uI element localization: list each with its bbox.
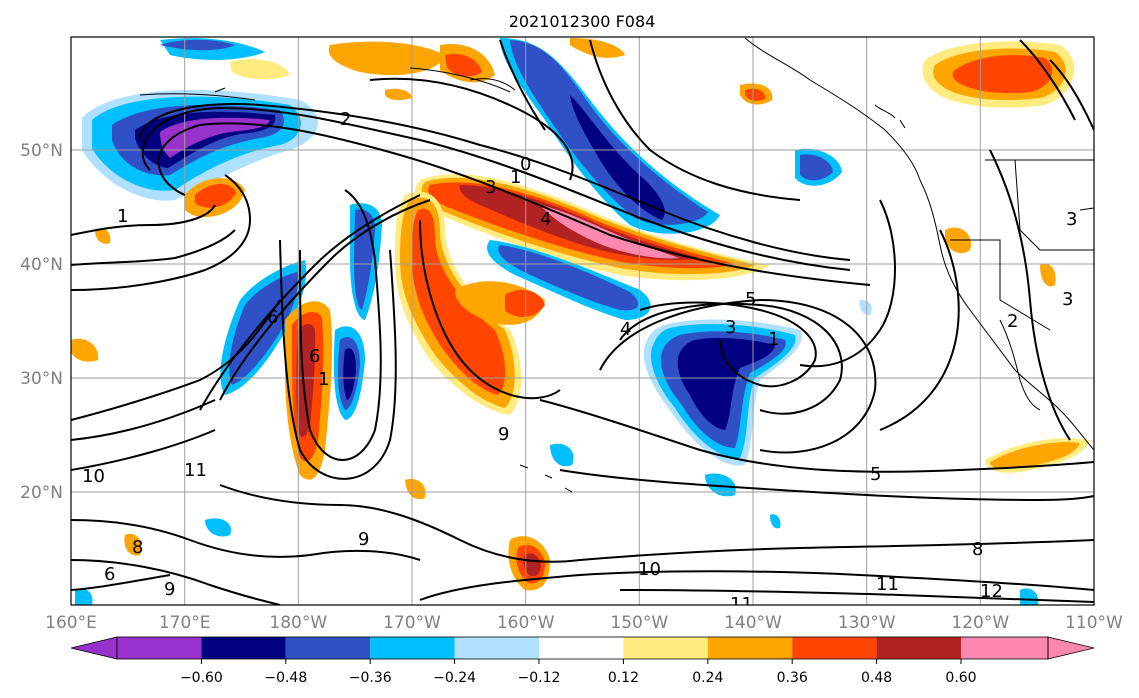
contour-label: 4 [540, 209, 551, 230]
contour-label: 1 [318, 369, 329, 390]
lon-tick-label: 150°W [610, 613, 668, 633]
colorbar-tick-label: −0.48 [264, 670, 307, 686]
contour-label: 3 [725, 317, 736, 338]
lon-axis: 160°E 170°E 180°W 170°W 160°W 150°W 140°… [45, 613, 1123, 633]
colorbar-segment [876, 637, 961, 659]
colorbar-segment [370, 637, 455, 659]
colorbar-segment [201, 637, 286, 659]
contour-lines [71, 39, 1094, 605]
contour-label: 12 [980, 581, 1003, 602]
colorbar-tick-label: 0.36 [777, 670, 808, 686]
colorbar-frame [116, 636, 1049, 660]
map-title: 2021012300 F084 [509, 12, 656, 31]
colorbar-segment [117, 637, 202, 659]
contour-label: 1 [117, 206, 128, 227]
colorbar-tick-label: 0.24 [692, 670, 723, 686]
lat-tick-label: 30°N [20, 369, 63, 389]
contour-label: 8 [972, 539, 983, 560]
lon-tick-label: 160°W [497, 613, 555, 633]
colorbar-segment [539, 637, 624, 659]
map-panel: 2 1 0 1 3 4 6 6 5 4 3 1 2 3 3 1 9 10 11 … [71, 37, 1094, 615]
lon-tick-label: 130°W [838, 613, 896, 633]
contour-label: 8 [132, 537, 143, 558]
lon-tick-label: 170°W [383, 613, 441, 633]
contour-label: 6 [267, 307, 278, 328]
lon-tick-label: 110°W [1065, 613, 1123, 633]
colorbar-tick-label: 0.60 [945, 670, 976, 686]
lon-tick-label: 170°E [159, 613, 211, 633]
contour-label: 11 [876, 574, 899, 595]
colorbar-segment [707, 637, 793, 659]
colorbar-extend-low [70, 636, 118, 660]
contour-label: 9 [498, 424, 509, 445]
contour-label: 9 [164, 579, 175, 600]
contour-label: 10 [638, 559, 661, 580]
contour-label: 9 [358, 529, 369, 550]
contour-label: 11 [730, 594, 753, 615]
lat-axis: 50°N 40°N 30°N 20°N [20, 141, 63, 503]
contour-label: 5 [745, 289, 756, 310]
lat-tick-label: 40°N [20, 255, 63, 275]
contour-label: 11 [184, 460, 207, 481]
colorbar-segment [285, 637, 371, 659]
contour-label: 3 [1062, 289, 1073, 310]
colorbar-segment [623, 637, 708, 659]
lat-tick-label: 20°N [20, 483, 63, 503]
lon-tick-label: 180°W [269, 613, 327, 633]
lat-tick-label: 50°N [20, 141, 63, 161]
coastlines [139, 37, 1094, 493]
lon-tick-label: 120°W [951, 613, 1009, 633]
colorbar-tick-label: 0.48 [861, 670, 892, 686]
contour-label: 10 [82, 466, 105, 487]
contour-label: 1 [510, 167, 521, 188]
lon-tick-label: 140°W [724, 613, 782, 633]
map-frame [70, 36, 1095, 606]
contour-label: 2 [340, 109, 351, 130]
contour-label: 6 [309, 346, 320, 367]
contour-labels: 2 1 0 1 3 4 6 6 5 4 3 1 2 3 3 1 9 10 11 … [82, 109, 1077, 615]
colorbar-tick-label: 0.12 [608, 670, 639, 686]
colorbar-tick-label: −0.60 [180, 670, 223, 686]
contour-label: 4 [620, 319, 631, 340]
colorbar-tick-label: −0.24 [433, 670, 476, 686]
colorbar-tick-label: −0.36 [349, 670, 392, 686]
colorbar-extend-high [1047, 636, 1095, 660]
lon-tick-label: 160°E [45, 613, 97, 633]
contour-label: 1 [768, 329, 779, 350]
contour-label: 5 [870, 464, 881, 485]
contour-label: 0 [520, 154, 531, 175]
contour-label: 6 [104, 564, 115, 585]
colorbar: −0.60 −0.48 −0.36 −0.24 −0.12 0.12 0.24 … [70, 636, 1095, 686]
colorbar-segment [961, 637, 1048, 659]
colorbar-tick-label: −0.12 [518, 670, 561, 686]
contour-label: 3 [1066, 209, 1077, 230]
contour-label: 3 [485, 177, 496, 198]
contour-label: 2 [1007, 311, 1018, 332]
colorbar-segment [454, 637, 539, 659]
colorbar-segment [792, 637, 877, 659]
